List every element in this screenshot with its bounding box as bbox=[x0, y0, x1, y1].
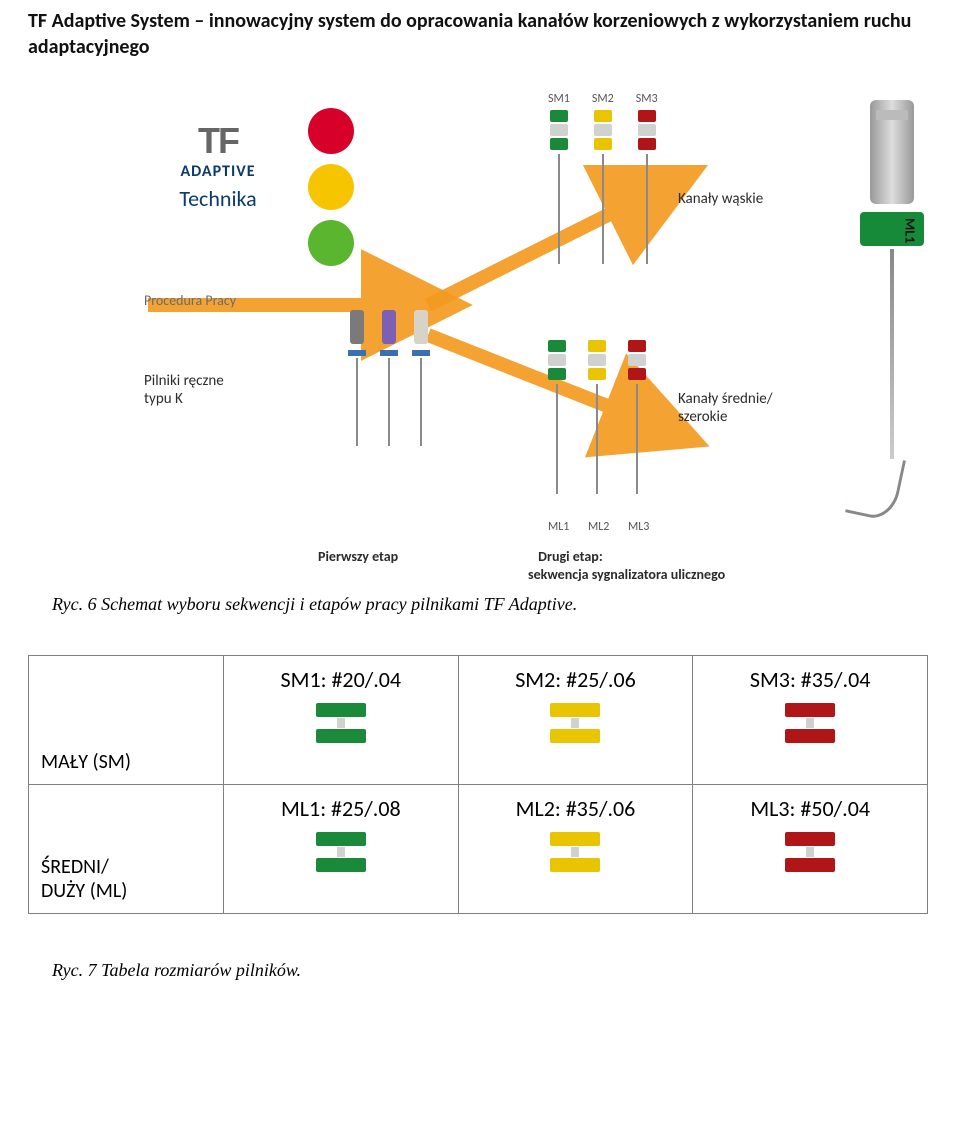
stage-labels: Pierwszy etap Drugi etap: bbox=[318, 548, 603, 565]
light-yellow bbox=[308, 164, 354, 210]
narrow-canals-label: Kanały wąskie bbox=[678, 190, 763, 208]
hand-file-08 bbox=[348, 310, 366, 446]
ml-files bbox=[548, 340, 646, 494]
light-red bbox=[308, 108, 354, 154]
cell-sm2: SM2: #25/.06 bbox=[458, 656, 693, 785]
tf-adaptive-logo: TF ADAPTIVE Technika bbox=[148, 120, 288, 212]
hand-k-files bbox=[348, 310, 430, 446]
file-sm3: SM3 bbox=[636, 92, 658, 264]
table-row: MAŁY (SM) SM1: #20/.04 SM2: #25/.06 SM3:… bbox=[29, 656, 928, 785]
figure-7-caption: Ryc. 7 Tabela rozmiarów pilników. bbox=[52, 960, 932, 981]
cell-ml1: ML1: #25/.08 bbox=[224, 785, 459, 914]
hand-file-10 bbox=[380, 310, 398, 446]
file-sm1: SM1 bbox=[548, 92, 570, 264]
stage-2-label: Drugi etap: bbox=[538, 548, 603, 565]
logo-adaptive: ADAPTIVE bbox=[148, 162, 288, 181]
file-sm2: SM2 bbox=[592, 92, 614, 264]
large-file-ml1: ML1 bbox=[852, 100, 932, 518]
file-ml2 bbox=[588, 340, 606, 494]
stage-2-sublabel: sekwencja sygnalizatora ulicznego bbox=[528, 566, 725, 583]
logo-tf: TF bbox=[148, 120, 288, 162]
cell-sm3: SM3: #35/.04 bbox=[693, 656, 928, 785]
document-title: TF Adaptive System – innowacyjny system … bbox=[28, 8, 932, 60]
cell-ml2: ML2: #35/.06 bbox=[458, 785, 693, 914]
hand-file-15 bbox=[412, 310, 430, 446]
traffic-lights bbox=[308, 108, 354, 276]
hand-files-label: Pilniki ręczne typu K bbox=[144, 372, 224, 408]
ml-file-labels: ML1 ML2 ML3 bbox=[548, 520, 646, 534]
file-ml3 bbox=[628, 340, 646, 494]
stage-1-label: Pierwszy etap bbox=[318, 548, 398, 565]
row-header-sm: MAŁY (SM) bbox=[29, 656, 224, 785]
row-header-ml: ŚREDNI/ DUŻY (ML) bbox=[29, 785, 224, 914]
medium-wide-canals-label: Kanały średnie/ szerokie bbox=[678, 390, 773, 426]
cell-ml3: ML3: #50/.04 bbox=[693, 785, 928, 914]
procedura-label: Procedura Pracy bbox=[144, 292, 236, 309]
light-green bbox=[308, 220, 354, 266]
cell-sm1: SM1: #20/.04 bbox=[224, 656, 459, 785]
table-row: ŚREDNI/ DUŻY (ML) ML1: #25/.08 ML2: #35/… bbox=[29, 785, 928, 914]
sm-files: SM1 SM2 SM3 bbox=[548, 92, 658, 264]
figure-6: TF ADAPTIVE Technika Procedura Pracy Pil… bbox=[28, 80, 932, 580]
file-size-table: MAŁY (SM) SM1: #20/.04 SM2: #25/.06 SM3:… bbox=[28, 655, 928, 914]
figure-6-caption: Ryc. 6 Schemat wyboru sekwencji i etapów… bbox=[52, 594, 932, 615]
logo-technika: Technika bbox=[148, 185, 288, 212]
file-ml1 bbox=[548, 340, 566, 494]
